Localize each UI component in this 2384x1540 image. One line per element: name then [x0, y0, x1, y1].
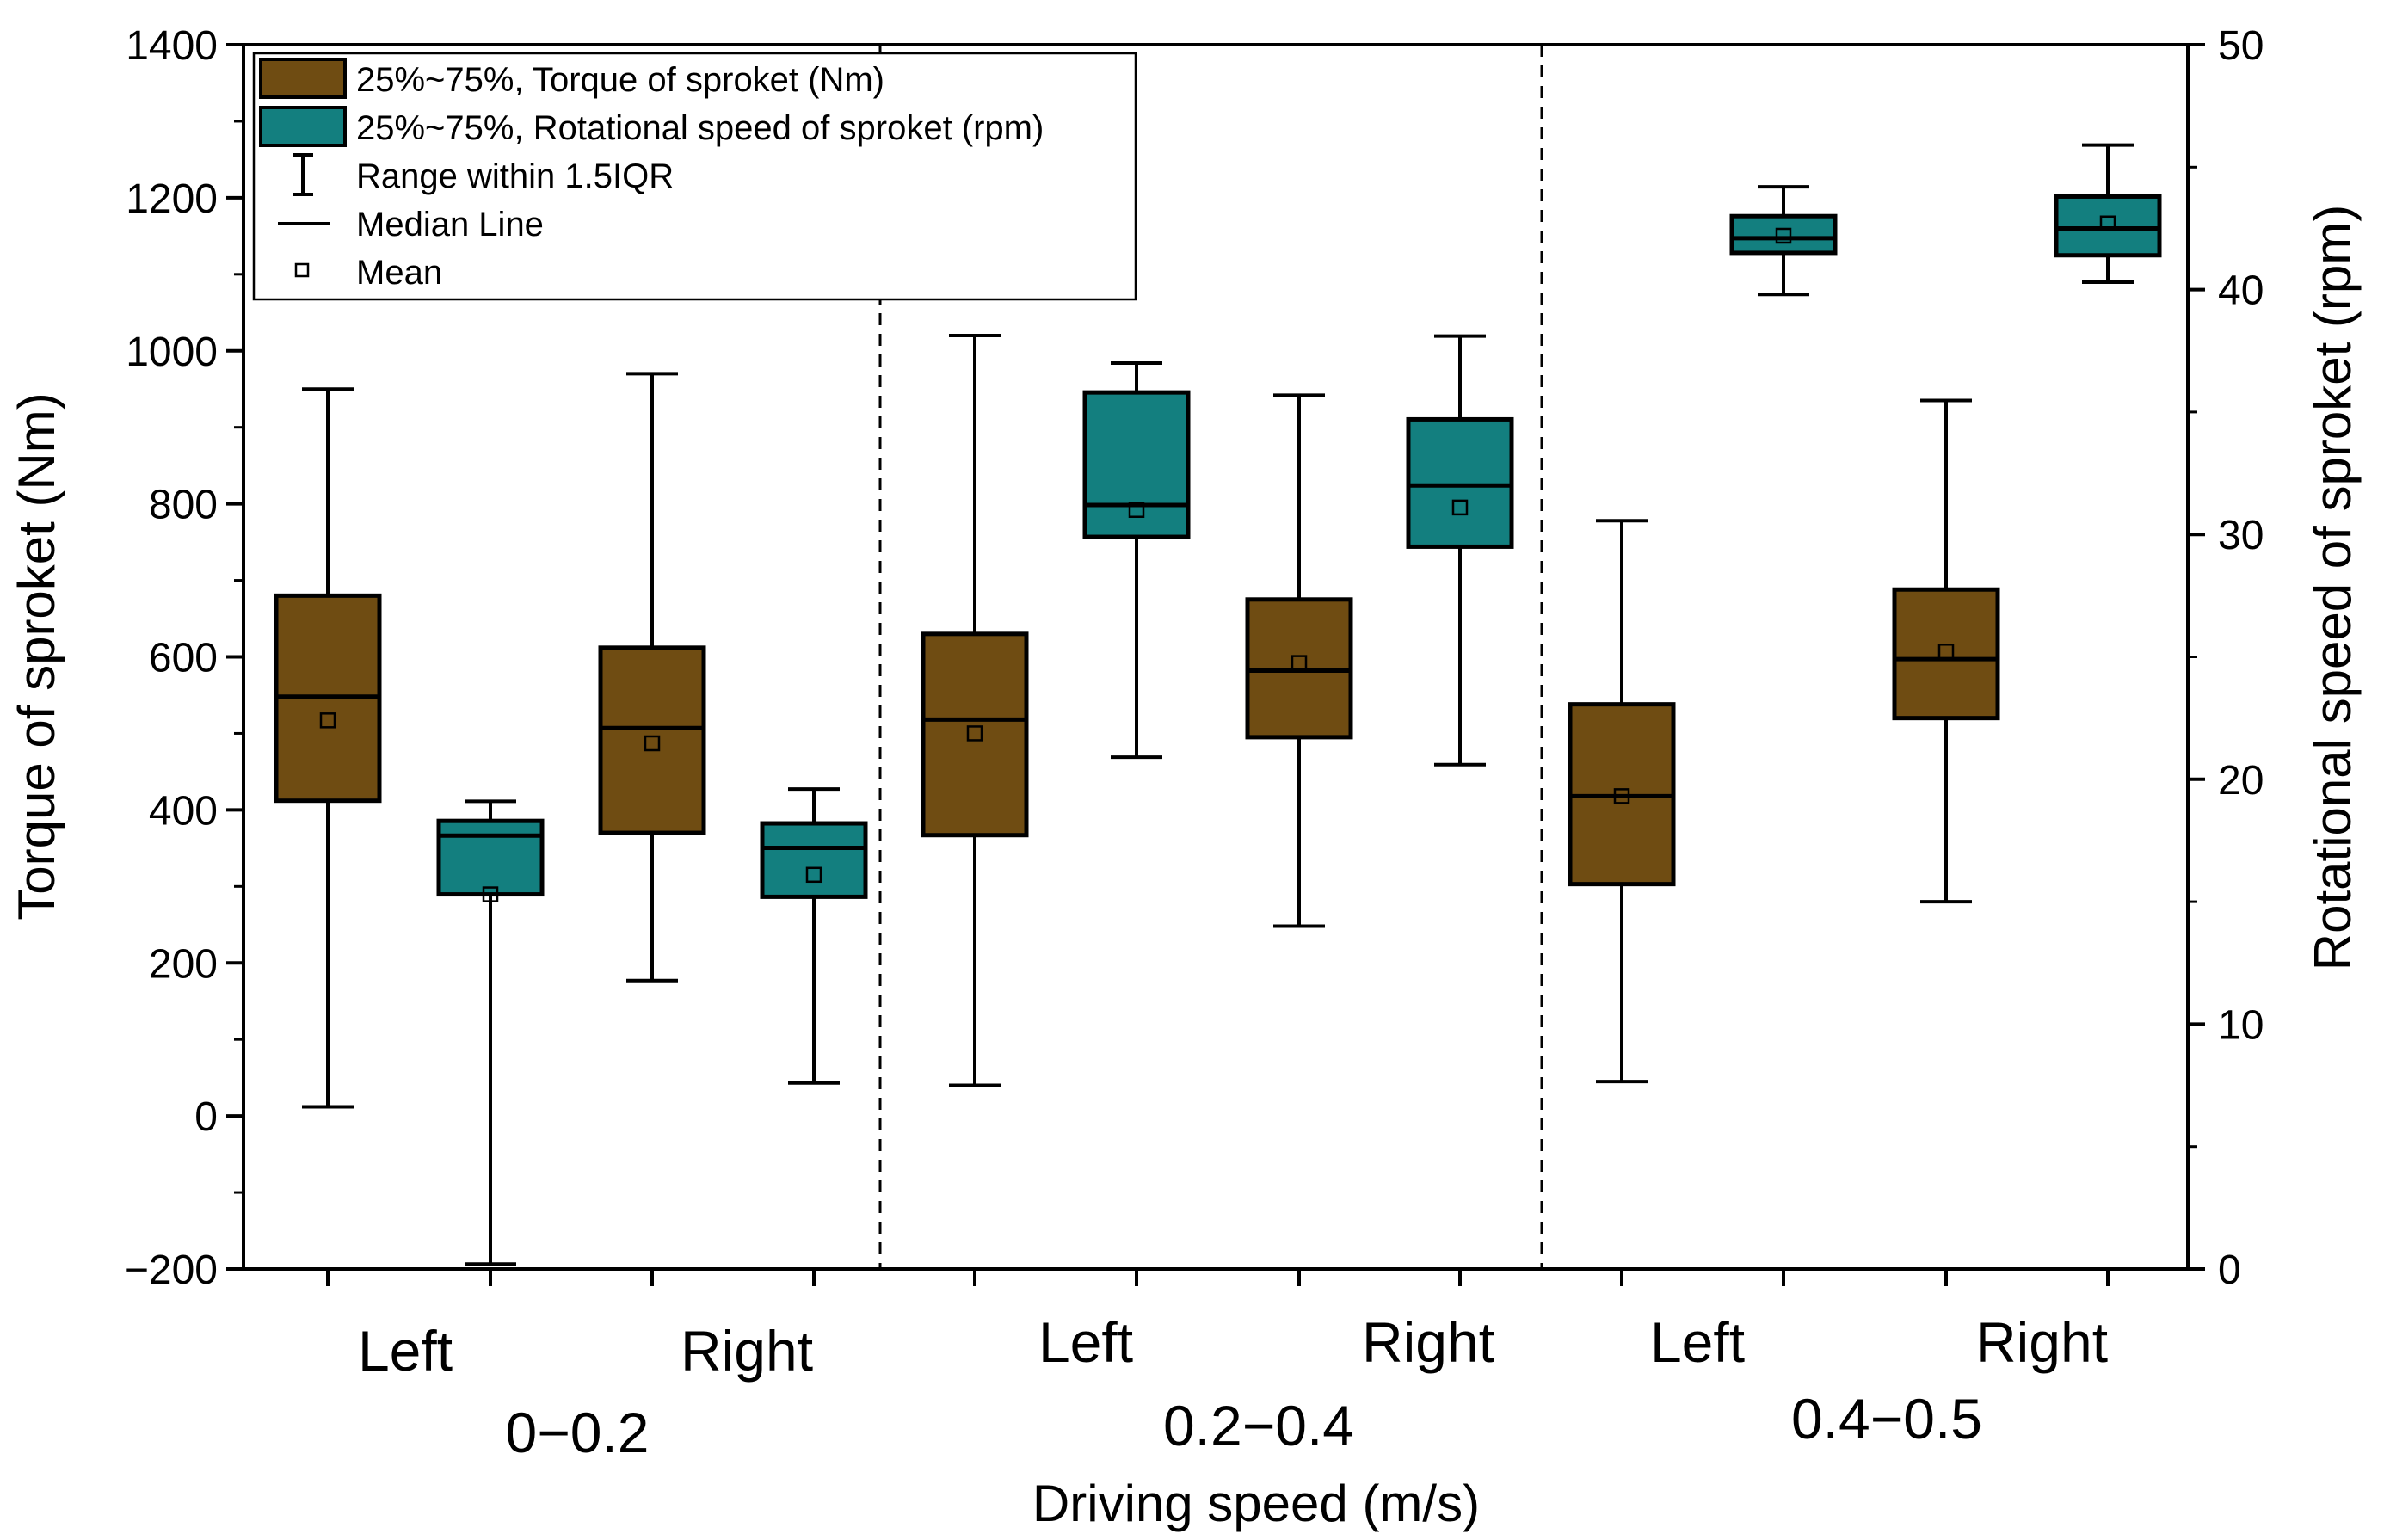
mean-marker [1291, 655, 1308, 671]
mean-marker [1451, 499, 1469, 516]
box-torque-3-left [1568, 519, 1676, 1084]
mean-marker [966, 725, 983, 742]
mean-marker [644, 735, 661, 752]
legend-mean-label: Mean [356, 254, 442, 292]
x-category-label: Right [1362, 1310, 1494, 1374]
y-right-tick-label: 30 [2218, 513, 2264, 558]
box-speed-2-left [1082, 360, 1191, 760]
x-category-label: Right [1975, 1310, 2108, 1374]
y-left-tick-label: 1400 [126, 23, 218, 69]
axes: −200 0 200 400 600 800 1000 1200 1400 0 10 20 30 40 50… [8, 23, 2362, 1532]
mean-marker [482, 886, 499, 902]
box-speed-1-left [436, 799, 545, 1266]
mean-marker [319, 712, 336, 729]
x-axis-title: Driving speed (m/s) [1032, 1475, 1480, 1532]
y-left-tick-label: 1000 [126, 330, 218, 375]
x-group-label: 0.4−0.5 [1791, 1387, 1982, 1451]
y-right-tick-label: 20 [2218, 758, 2264, 804]
box-torque-3-right [1892, 398, 2000, 904]
y-left-tick-label: 400 [149, 788, 218, 834]
box-speed-3-right [2054, 143, 2162, 285]
iqr-box [921, 631, 1029, 838]
y-left-tick-label: −200 [125, 1247, 218, 1293]
y-right-tick-label: 50 [2218, 23, 2264, 69]
x-group-label: 0.2−0.4 [1163, 1394, 1354, 1457]
legend-speed-swatch [259, 106, 347, 147]
legend-frame [252, 52, 1137, 301]
mean-marker [1775, 227, 1792, 244]
iqr-box [1245, 597, 1353, 740]
box-speed-1-right [760, 787, 868, 1085]
y-left-tick-label: 800 [149, 483, 218, 528]
y-right-axis-title: Rotational speed of sproket (rpm) [2304, 205, 2362, 970]
legend: 25%~75%, Torque of sproket (Nm) 25%~75%,… [252, 52, 1137, 301]
x-category-label: Right [681, 1319, 813, 1383]
mean-marker [1937, 644, 1955, 660]
y-left-tick-label: 1200 [126, 176, 218, 222]
iqr-box [1082, 390, 1191, 539]
box-torque-2-left [921, 333, 1029, 1087]
x-category-label: Left [1650, 1310, 1745, 1374]
y-left-tick-label: 600 [149, 636, 218, 681]
box-torque-2-right [1245, 393, 1353, 928]
legend-torque-label: 25%~75%, Torque of sproket (Nm) [356, 61, 884, 99]
x-category-label: Left [358, 1319, 453, 1383]
mean-marker [805, 866, 822, 884]
iqr-box [1892, 587, 2000, 721]
iqr-box [598, 645, 706, 835]
mean-marker [1128, 502, 1145, 518]
legend-whisker-label: Range within 1.5IQR [356, 157, 674, 195]
iqr-box [760, 821, 868, 899]
legend-speed-label: 25%~75%, Rotational speed of sproket (rp… [356, 109, 1044, 147]
box-torque-1-left [274, 387, 382, 1109]
x-category-label: Left [1038, 1310, 1133, 1374]
iqr-box [436, 818, 545, 897]
box-torque-1-right [598, 372, 706, 983]
y-right-tick-label: 0 [2218, 1247, 2241, 1293]
y-right-tick-label: 10 [2218, 1002, 2264, 1048]
plot-area [274, 143, 2162, 1266]
x-group-label: 0−0.2 [506, 1401, 650, 1464]
y-left-tick-label: 200 [149, 941, 218, 987]
iqr-box [2054, 194, 2162, 258]
box-speed-3-left [1729, 185, 1838, 297]
box-speed-2-right [1406, 334, 1514, 767]
legend-median-label: Median Line [356, 206, 544, 243]
y-right-tick-label: 40 [2218, 268, 2264, 314]
mean-marker [2099, 215, 2116, 232]
y-left-tick-label: 0 [194, 1094, 218, 1140]
legend-torque-swatch [259, 58, 347, 99]
y-left-axis-title: Torque of sproket (Nm) [8, 392, 65, 921]
iqr-box [1406, 416, 1514, 549]
legend-whisker-icon [293, 153, 313, 196]
mean-marker [1613, 788, 1630, 804]
legend-mean-icon [294, 262, 310, 278]
iqr-box [1729, 213, 1838, 256]
